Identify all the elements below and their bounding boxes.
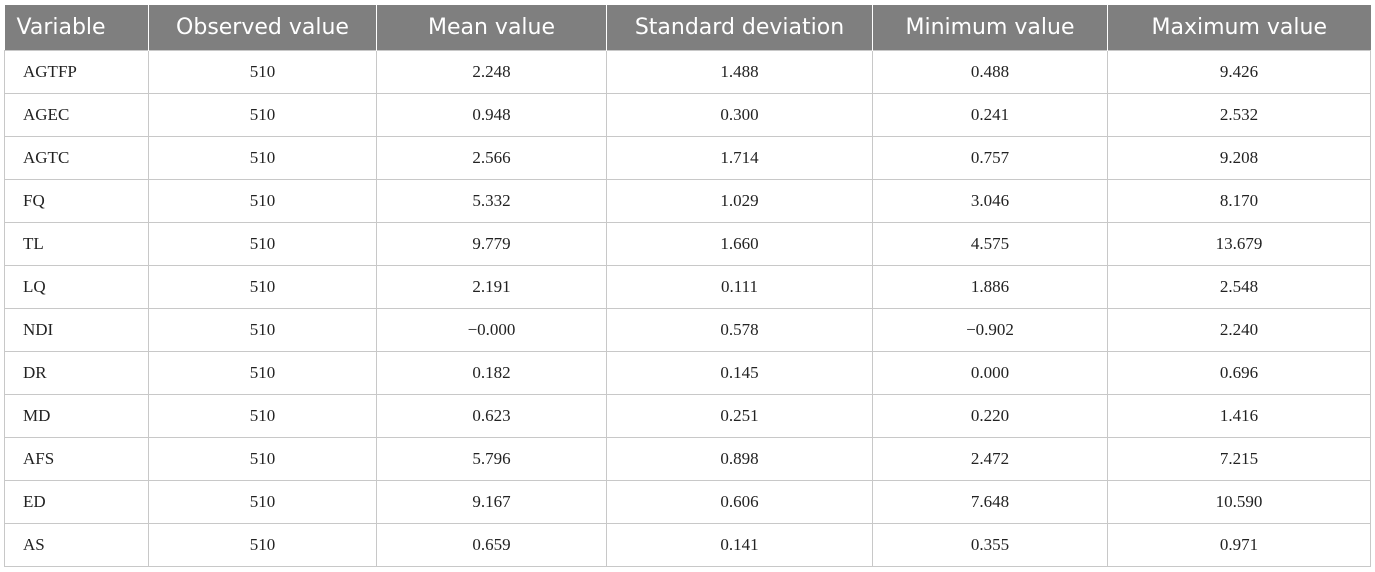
header-standard-deviation: Standard deviation [606, 5, 873, 51]
cell-observed-value: 510 [148, 179, 377, 223]
table-row: AGTFP 510 2.248 1.488 0.488 9.426 [4, 50, 1371, 94]
cell-observed-value: 510 [148, 222, 377, 266]
cell-minimum-value: −0.902 [872, 308, 1108, 352]
cell-mean-value: 2.191 [376, 265, 607, 309]
cell-minimum-value: 7.648 [872, 480, 1108, 524]
header-mean-value: Mean value [376, 5, 607, 51]
cell-mean-value: 0.948 [376, 93, 607, 137]
cell-mean-value: 0.659 [376, 523, 607, 567]
descriptive-statistics-table: Variable Observed value Mean value Stand… [4, 5, 1371, 567]
cell-variable: AGEC [4, 93, 149, 137]
cell-standard-deviation: 0.606 [606, 480, 873, 524]
table-row: MD 510 0.623 0.251 0.220 1.416 [4, 394, 1371, 438]
cell-mean-value: 9.167 [376, 480, 607, 524]
header-maximum-value: Maximum value [1107, 5, 1371, 51]
table-row: NDI 510 −0.000 0.578 −0.902 2.240 [4, 308, 1371, 352]
cell-minimum-value: 0.355 [872, 523, 1108, 567]
cell-minimum-value: 0.000 [872, 351, 1108, 395]
cell-minimum-value: 0.488 [872, 50, 1108, 94]
cell-maximum-value: 8.170 [1107, 179, 1371, 223]
cell-observed-value: 510 [148, 480, 377, 524]
table-row: AFS 510 5.796 0.898 2.472 7.215 [4, 437, 1371, 481]
cell-variable: FQ [4, 179, 149, 223]
cell-variable: ED [4, 480, 149, 524]
cell-standard-deviation: 1.029 [606, 179, 873, 223]
cell-mean-value: 2.248 [376, 50, 607, 94]
cell-maximum-value: 10.590 [1107, 480, 1371, 524]
table-body: AGTFP 510 2.248 1.488 0.488 9.426 AGEC 510 0.948… [4, 50, 1371, 567]
cell-standard-deviation: 1.714 [606, 136, 873, 180]
cell-minimum-value: 1.886 [872, 265, 1108, 309]
cell-minimum-value: 2.472 [872, 437, 1108, 481]
cell-standard-deviation: 0.578 [606, 308, 873, 352]
table-row: LQ 510 2.191 0.111 1.886 2.548 [4, 265, 1371, 309]
cell-observed-value: 510 [148, 308, 377, 352]
cell-maximum-value: 2.240 [1107, 308, 1371, 352]
cell-standard-deviation: 0.141 [606, 523, 873, 567]
cell-variable: TL [4, 222, 149, 266]
cell-standard-deviation: 1.660 [606, 222, 873, 266]
cell-variable: DR [4, 351, 149, 395]
cell-maximum-value: 1.416 [1107, 394, 1371, 438]
cell-variable: AS [4, 523, 149, 567]
cell-mean-value: 2.566 [376, 136, 607, 180]
cell-maximum-value: 9.208 [1107, 136, 1371, 180]
table-row: AS 510 0.659 0.141 0.355 0.971 [4, 523, 1371, 567]
cell-observed-value: 510 [148, 93, 377, 137]
cell-variable: AGTC [4, 136, 149, 180]
cell-maximum-value: 2.532 [1107, 93, 1371, 137]
cell-mean-value: 0.623 [376, 394, 607, 438]
cell-standard-deviation: 0.251 [606, 394, 873, 438]
cell-maximum-value: 9.426 [1107, 50, 1371, 94]
cell-observed-value: 510 [148, 265, 377, 309]
cell-mean-value: 9.779 [376, 222, 607, 266]
table-row: AGTC 510 2.566 1.714 0.757 9.208 [4, 136, 1371, 180]
cell-minimum-value: 0.220 [872, 394, 1108, 438]
descriptive-statistics-table-container: Variable Observed value Mean value Stand… [4, 5, 1371, 567]
cell-mean-value: 5.796 [376, 437, 607, 481]
cell-mean-value: 0.182 [376, 351, 607, 395]
header-minimum-value: Minimum value [872, 5, 1108, 51]
table-row: AGEC 510 0.948 0.300 0.241 2.532 [4, 93, 1371, 137]
cell-maximum-value: 0.696 [1107, 351, 1371, 395]
cell-standard-deviation: 0.145 [606, 351, 873, 395]
cell-standard-deviation: 0.898 [606, 437, 873, 481]
cell-variable: MD [4, 394, 149, 438]
table-header: Variable Observed value Mean value Stand… [4, 5, 1371, 51]
cell-observed-value: 510 [148, 437, 377, 481]
cell-observed-value: 510 [148, 351, 377, 395]
cell-minimum-value: 3.046 [872, 179, 1108, 223]
header-row: Variable Observed value Mean value Stand… [4, 5, 1371, 51]
table-row: DR 510 0.182 0.145 0.000 0.696 [4, 351, 1371, 395]
table-row: FQ 510 5.332 1.029 3.046 8.170 [4, 179, 1371, 223]
cell-variable: LQ [4, 265, 149, 309]
header-variable: Variable [4, 5, 149, 51]
cell-standard-deviation: 1.488 [606, 50, 873, 94]
cell-standard-deviation: 0.300 [606, 93, 873, 137]
cell-variable: NDI [4, 308, 149, 352]
cell-observed-value: 510 [148, 523, 377, 567]
cell-maximum-value: 2.548 [1107, 265, 1371, 309]
cell-minimum-value: 4.575 [872, 222, 1108, 266]
cell-minimum-value: 0.241 [872, 93, 1108, 137]
table-row: ED 510 9.167 0.606 7.648 10.590 [4, 480, 1371, 524]
cell-variable: AFS [4, 437, 149, 481]
cell-minimum-value: 0.757 [872, 136, 1108, 180]
cell-maximum-value: 0.971 [1107, 523, 1371, 567]
table-row: TL 510 9.779 1.660 4.575 13.679 [4, 222, 1371, 266]
cell-mean-value: 5.332 [376, 179, 607, 223]
cell-mean-value: −0.000 [376, 308, 607, 352]
cell-variable: AGTFP [4, 50, 149, 94]
cell-maximum-value: 7.215 [1107, 437, 1371, 481]
cell-observed-value: 510 [148, 394, 377, 438]
cell-observed-value: 510 [148, 50, 377, 94]
header-observed-value: Observed value [148, 5, 377, 51]
cell-standard-deviation: 0.111 [606, 265, 873, 309]
cell-observed-value: 510 [148, 136, 377, 180]
cell-maximum-value: 13.679 [1107, 222, 1371, 266]
